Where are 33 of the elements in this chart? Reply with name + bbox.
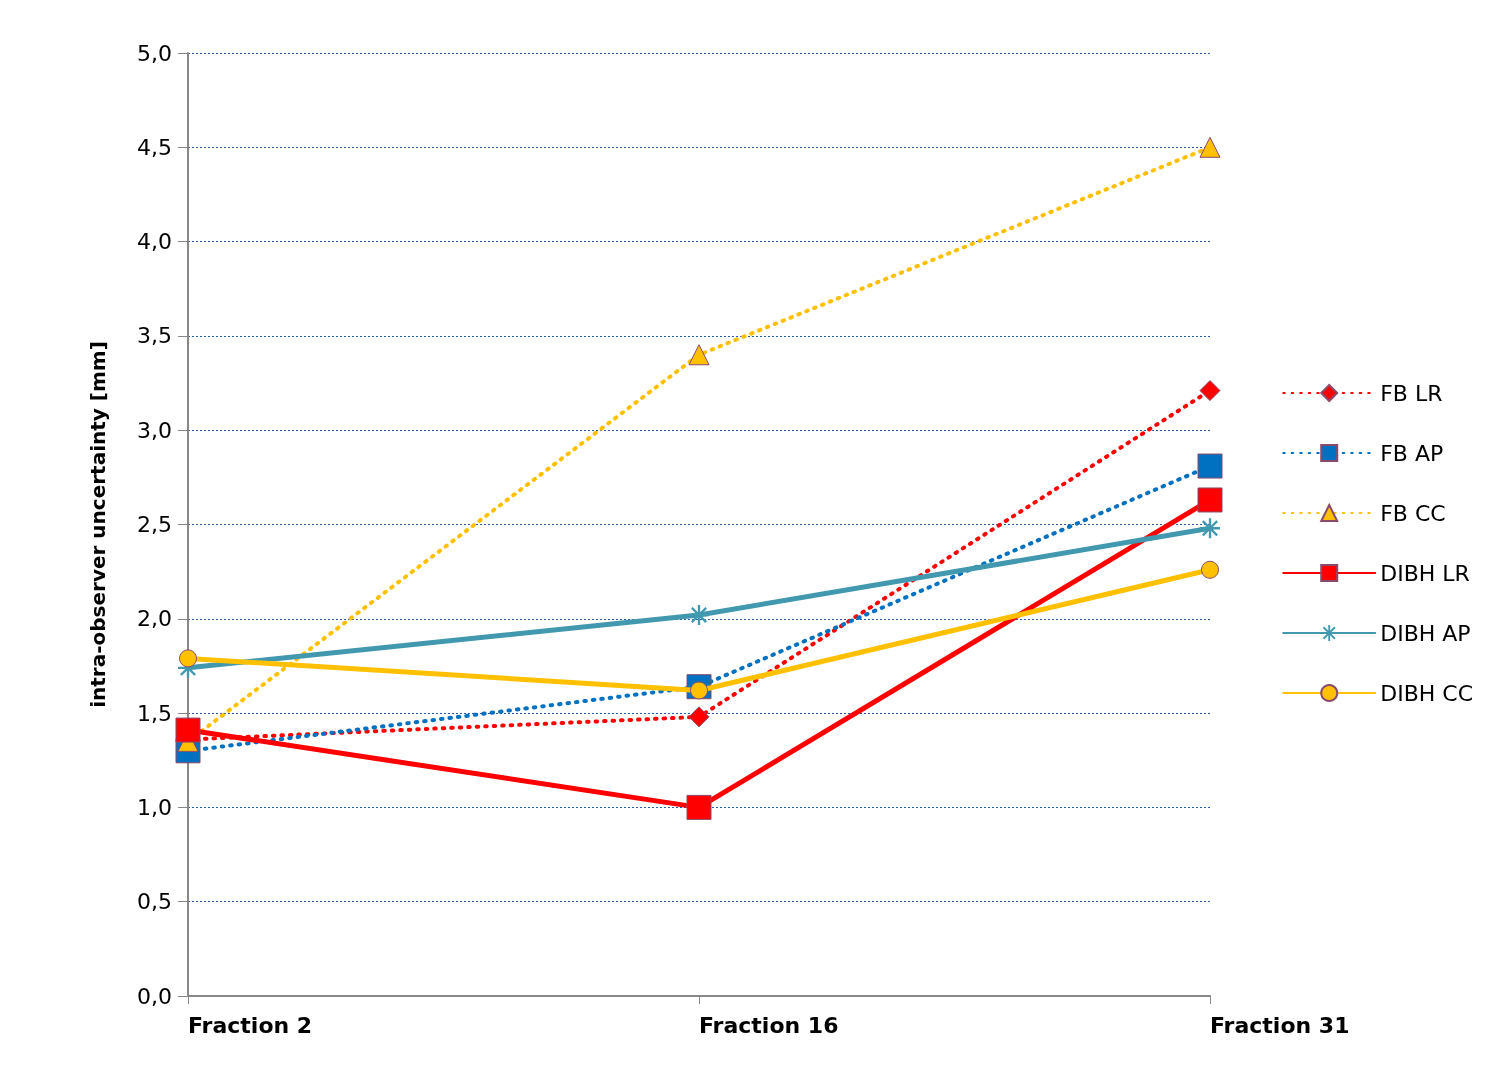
point xyxy=(686,794,712,820)
point xyxy=(1201,560,1219,579)
point xyxy=(689,605,709,626)
y-tick-label: 4,0 xyxy=(137,229,172,255)
legend-label: FB LR xyxy=(1380,380,1443,406)
y-tick-label: 3,0 xyxy=(137,417,172,443)
y-tick-label: 0,0 xyxy=(137,983,172,1009)
legend-label: DIBH LR xyxy=(1380,560,1470,586)
point xyxy=(1199,380,1221,402)
y-tick-label: 1,5 xyxy=(137,700,172,726)
y-tick-label: 0,5 xyxy=(137,889,172,915)
point xyxy=(175,717,201,743)
y-tick-label: 5,0 xyxy=(137,40,172,66)
y-tick-label: 3,5 xyxy=(137,323,172,349)
point xyxy=(1197,487,1223,513)
legend-label: FB CC xyxy=(1380,500,1446,526)
legend-label: FB AP xyxy=(1380,440,1444,466)
x-tick-label: Fraction 16 xyxy=(699,1012,839,1038)
y-tick-label: 2,5 xyxy=(137,512,172,537)
point xyxy=(1197,453,1223,479)
point xyxy=(1199,136,1221,158)
y-tick-label: 1,0 xyxy=(137,794,172,820)
legend-label: DIBH AP xyxy=(1380,620,1471,646)
point xyxy=(688,344,710,366)
y-axis-title: intra-observer uncertainty [mm] xyxy=(86,341,110,708)
legend-label: DIBH CC xyxy=(1380,680,1473,706)
point xyxy=(1200,518,1220,539)
point xyxy=(688,706,710,728)
x-tick-label: Fraction 31 xyxy=(1210,1012,1350,1038)
y-tick-label: 4,5 xyxy=(137,134,172,160)
y-tick-label: 2,0 xyxy=(137,606,172,632)
point xyxy=(179,649,197,668)
x-tick-label: Fraction 2 xyxy=(188,1012,313,1038)
